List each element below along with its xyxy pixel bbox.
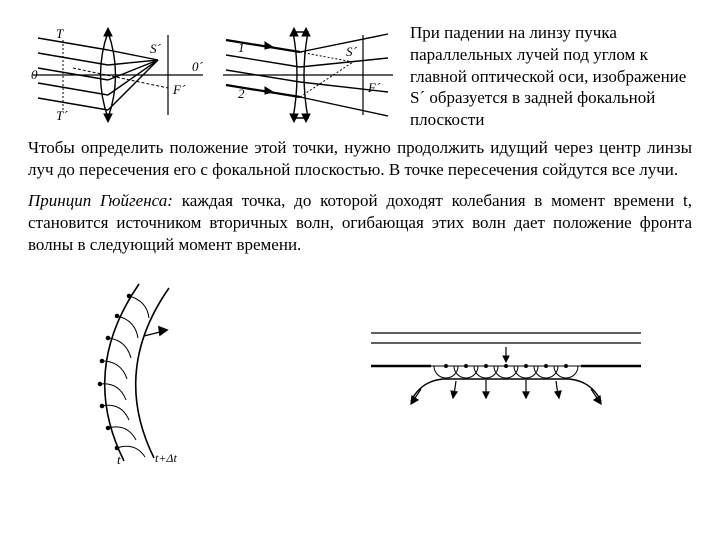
- diagram-concave-lens: S´ F´ 1 2: [218, 20, 398, 130]
- label-T: T: [56, 26, 64, 41]
- huygens-slit-diagram: [361, 321, 651, 421]
- huygens-term: Принцип Гюйгенса:: [28, 191, 173, 210]
- label-t: t: [117, 452, 121, 466]
- huygens-wavefront-diagram: t t+Δt: [69, 276, 239, 466]
- side-paragraph: При падении на линзу пучка параллельных …: [410, 20, 692, 131]
- label-Op: 0´: [192, 59, 204, 74]
- label-S2: S´: [346, 44, 358, 59]
- label-O: 0: [31, 67, 38, 82]
- label-F2: F´: [367, 80, 381, 95]
- label-Tp: T´: [56, 108, 68, 123]
- lens-diagrams: 0 0´ T T´ S´ F´: [28, 20, 398, 130]
- label-tdt: t+Δt: [155, 451, 177, 465]
- label-F1: F´: [172, 82, 186, 97]
- label-2: 2: [238, 86, 245, 101]
- label-S1: S´: [150, 41, 162, 56]
- paragraph-2: Принцип Гюйгенса: каждая точка, до котор…: [28, 190, 692, 255]
- paragraph-1: Чтобы определить положение этой точки, н…: [28, 137, 692, 181]
- label-1: 1: [238, 40, 245, 55]
- diagram-convex-lens: 0 0´ T T´ S´ F´: [28, 20, 208, 130]
